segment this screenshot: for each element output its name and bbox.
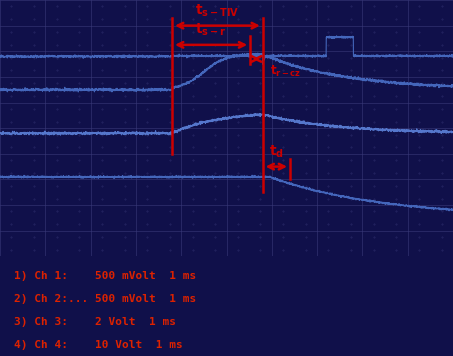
Text: $\mathbf{t_{s-TIV}}$: $\mathbf{t_{s-TIV}}$ bbox=[195, 3, 240, 19]
Text: 1) Ch 1:    500 mVolt  1 ms: 1) Ch 1: 500 mVolt 1 ms bbox=[14, 271, 196, 281]
Text: $\mathbf{t_{r-cz}}$: $\mathbf{t_{r-cz}}$ bbox=[270, 64, 301, 79]
Text: $\mathbf{t_{s-r}}$: $\mathbf{t_{s-r}}$ bbox=[195, 22, 227, 38]
Text: $\mathbf{t_d}$: $\mathbf{t_d}$ bbox=[269, 144, 284, 160]
Text: 3) Ch 3:    2 Volt  1 ms: 3) Ch 3: 2 Volt 1 ms bbox=[14, 317, 176, 327]
Text: 4) Ch 4:    10 Volt  1 ms: 4) Ch 4: 10 Volt 1 ms bbox=[14, 340, 183, 350]
Text: 2) Ch 2:... 500 mVolt  1 ms: 2) Ch 2:... 500 mVolt 1 ms bbox=[14, 294, 196, 304]
